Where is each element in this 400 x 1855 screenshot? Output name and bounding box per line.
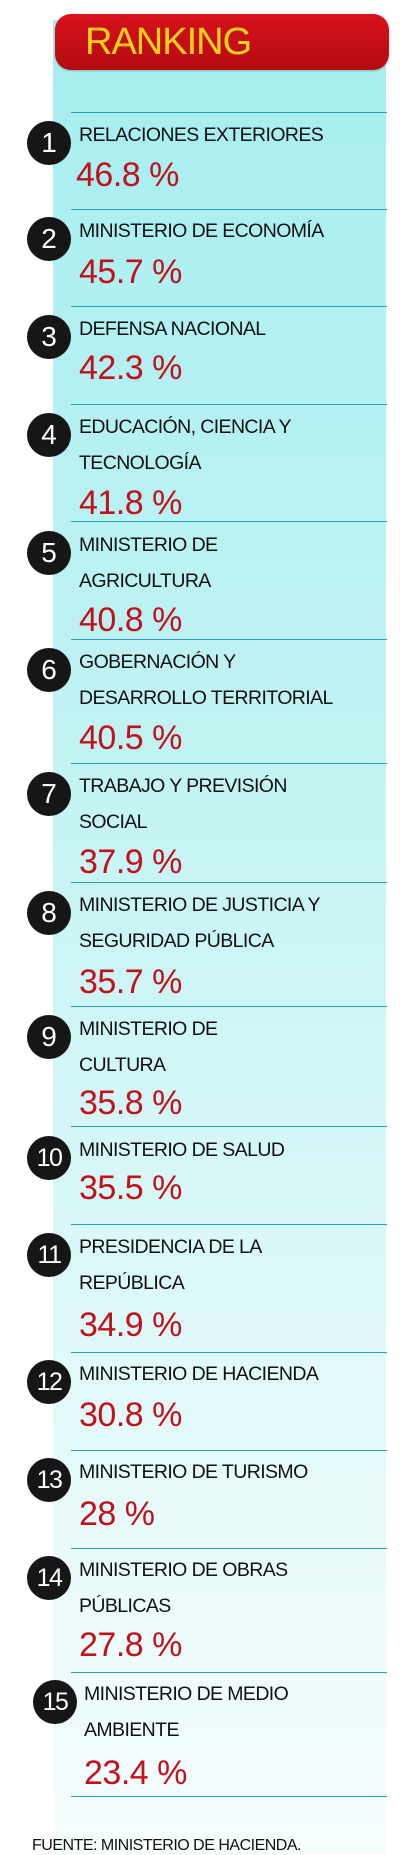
rank-badge: 5 (27, 531, 71, 575)
ministry-name: AMBIENTE (84, 1719, 179, 1741)
row-divider (71, 882, 387, 883)
row-divider (71, 1224, 387, 1225)
percentage-value: 35.8 % (79, 1084, 182, 1122)
row-divider (71, 521, 387, 522)
row-divider (71, 1126, 387, 1127)
row-divider (71, 1796, 387, 1797)
ministry-name: MINISTERIO DE OBRAS (79, 1559, 288, 1581)
rank-badge: 4 (27, 413, 71, 457)
rank-badge: 8 (27, 891, 71, 935)
row-divider (71, 639, 387, 640)
title-banner: RANKING (55, 14, 389, 70)
ministry-name: DESARROLLO TERRITORIAL (79, 687, 333, 709)
ministry-name: SEGURIDAD PÚBLICA (79, 930, 274, 952)
percentage-value: 42.3 % (79, 349, 182, 387)
percentage-value: 34.9 % (79, 1306, 182, 1344)
ministry-name: CULTURA (79, 1054, 166, 1076)
percentage-value: 46.8 % (76, 156, 179, 194)
rank-badge: 9 (27, 1015, 71, 1059)
ministry-name: MINISTERIO DE (79, 1018, 218, 1040)
percentage-value: 37.9 % (79, 843, 182, 881)
row-divider (71, 1548, 387, 1549)
ranking-title: RANKING (85, 21, 252, 63)
row-divider (71, 1352, 387, 1353)
row-divider (71, 209, 387, 210)
percentage-value: 30.8 % (79, 1396, 182, 1434)
percentage-value: 40.8 % (79, 601, 182, 639)
ministry-name: EDUCACIÓN, CIENCIA Y (79, 416, 292, 438)
ministry-name: MINISTERIO DE SALUD (79, 1139, 285, 1161)
row-divider (71, 1006, 387, 1007)
ministry-name: TECNOLOGÍA (79, 452, 201, 474)
ministry-name: MINISTERIO DE (79, 534, 218, 556)
ministry-name: MINISTERIO DE JUSTICIA Y (79, 894, 321, 916)
percentage-value: 45.7 % (79, 253, 182, 291)
percentage-value: 35.7 % (79, 963, 182, 1001)
row-divider (71, 1672, 387, 1673)
rank-badge: 14 (27, 1556, 71, 1600)
row-divider (71, 1450, 387, 1451)
percentage-value: 28 % (79, 1495, 155, 1533)
ministry-name: AGRICULTURA (79, 570, 211, 592)
ministry-name: REPÚBLICA (79, 1272, 185, 1294)
ministry-name: DEFENSA NACIONAL (79, 318, 266, 340)
ministry-name: PRESIDENCIA DE LA (79, 1236, 262, 1258)
ministry-name: SOCIAL (79, 811, 148, 833)
row-divider (71, 404, 387, 405)
rank-badge: 1 (27, 121, 71, 165)
ministry-name: GOBERNACIÓN Y (79, 651, 236, 673)
rank-badge: 6 (27, 648, 71, 692)
percentage-value: 35.5 % (79, 1169, 182, 1207)
ministry-name: MINISTERIO DE MEDIO (84, 1683, 289, 1705)
ministry-name: TRABAJO Y PREVISIÓN (79, 775, 287, 797)
rank-badge: 11 (27, 1233, 71, 1277)
row-divider (71, 763, 387, 764)
ministry-name: PÚBLICAS (79, 1595, 171, 1617)
rank-badge: 15 (33, 1680, 77, 1724)
rank-badge: 3 (27, 315, 71, 359)
percentage-value: 27.8 % (79, 1626, 182, 1664)
ministry-name: MINISTERIO DE HACIENDA (79, 1363, 319, 1385)
rank-badge: 10 (27, 1136, 71, 1180)
rank-badge: 2 (27, 217, 71, 261)
ministry-name: MINISTERIO DE TURISMO (79, 1461, 308, 1483)
row-divider (71, 112, 387, 113)
rank-badge: 12 (27, 1360, 71, 1404)
row-divider (71, 306, 387, 307)
rank-badge: 7 (27, 772, 71, 816)
percentage-value: 41.8 % (79, 484, 182, 522)
source-note: FUENTE: MINISTERIO DE HACIENDA. (32, 1837, 301, 1854)
rank-badge: 13 (27, 1458, 71, 1502)
percentage-value: 23.4 % (84, 1754, 187, 1792)
ministry-name: MINISTERIO DE ECONOMÍA (79, 220, 324, 242)
percentage-value: 40.5 % (79, 719, 182, 757)
ministry-name: RELACIONES EXTERIORES (79, 124, 324, 146)
